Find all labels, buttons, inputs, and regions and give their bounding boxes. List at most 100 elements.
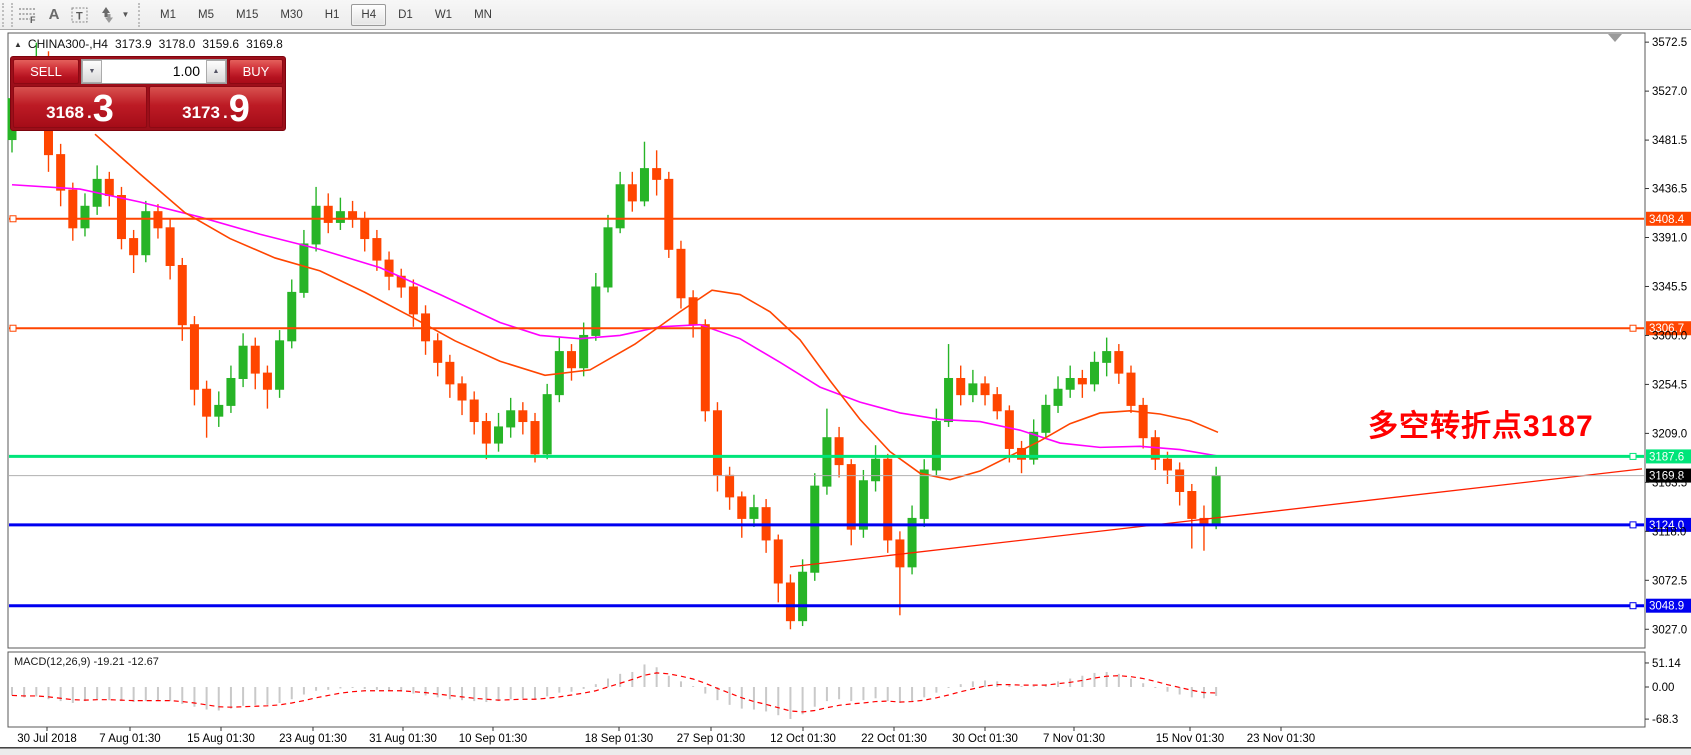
price-tick-label: 3572.5	[1652, 37, 1687, 49]
buy-price-button[interactable]: 3173. 9	[149, 86, 283, 128]
symbol-period-label: CHINA300-,H4	[27, 37, 108, 51]
timeframe-button-h4[interactable]: H4	[351, 3, 387, 26]
timeframe-button-mn[interactable]: MN	[464, 4, 502, 26]
macd-tick-label: 0.00	[1652, 682, 1674, 694]
buy-price-big-digit: 9	[228, 87, 250, 130]
timeframe-button-m5[interactable]: M5	[188, 4, 224, 26]
ohlc-close: 3169.8	[246, 37, 283, 51]
price-label-box	[1646, 517, 1691, 532]
fibonacci-tool-icon[interactable]: F	[15, 3, 41, 27]
price-label-box	[1646, 211, 1691, 226]
price-tick-label: 3254.5	[1652, 379, 1687, 391]
toolbar-separator	[138, 2, 145, 27]
hline-price-label: 3048.9	[1649, 601, 1684, 613]
collapse-arrow-icon[interactable]: ▲	[14, 40, 22, 49]
volume-value[interactable]: 1.00	[172, 63, 200, 79]
hline-handle-icon[interactable]	[9, 215, 17, 223]
chart-plot-area[interactable]: 3408.4 3306.7 3187.6 3124.0 3048.9 3169.8 3572…	[0, 30, 1691, 748]
time-tick-label: 18 Sep 01:30	[585, 733, 653, 745]
price-tick-label: 3072.5	[1652, 575, 1687, 587]
sell-price-main: 3168	[46, 103, 84, 122]
hline-handle-icon[interactable]	[1629, 324, 1637, 332]
timeframe-button-h1[interactable]: H1	[315, 4, 350, 26]
price-tick-label: 3163.5	[1652, 477, 1687, 489]
chart-shift-marker-icon[interactable]	[1608, 34, 1622, 42]
chevron-down-icon: ▼	[88, 68, 96, 75]
hline-price-label: 3124.0	[1649, 520, 1684, 532]
chevron-up-icon: ▲	[212, 68, 220, 75]
price-tick-label: 3209.0	[1652, 428, 1687, 440]
status-bar	[0, 748, 1691, 755]
price-tick-label: 3027.0	[1652, 624, 1687, 636]
price-tick-label: 3300.0	[1652, 330, 1687, 342]
buy-button[interactable]: BUY	[229, 59, 283, 84]
sell-button[interactable]: SELL	[13, 59, 79, 84]
timeframe-button-w1[interactable]: W1	[425, 4, 462, 26]
hline-handle-icon[interactable]	[1629, 602, 1637, 610]
moving-average-orange	[94, 133, 1219, 481]
toolbar: F A T ▼ M1 M5 M15 M30 H1 H4 D1 W1 MN	[0, 0, 1691, 30]
time-tick-label: 7 Nov 01:30	[1043, 733, 1105, 745]
volume-increase-button[interactable]: ▲	[206, 60, 226, 83]
time-tick-label: 31 Aug 01:30	[369, 733, 437, 745]
text-tool-icon[interactable]: T	[67, 3, 93, 27]
price-tick-label: 3391.0	[1652, 232, 1687, 244]
macd-indicator-label: MACD(12,26,9) -19.21 -12.67	[14, 656, 159, 668]
ohlc-low: 3159.6	[202, 37, 240, 51]
price-tick-label: 3481.5	[1652, 135, 1687, 147]
price-tick-label: 3345.5	[1652, 281, 1687, 293]
time-tick-label: 30 Jul 2018	[17, 733, 76, 745]
bid-price-label: 3169.8	[1649, 471, 1684, 483]
timeframe-button-m1[interactable]: M1	[150, 4, 186, 26]
price-tick-label: 3527.0	[1652, 86, 1687, 98]
hline-handle-icon[interactable]	[9, 324, 17, 332]
volume-spinner: ▼ 1.00 ▲	[81, 59, 227, 84]
volume-dropdown-button[interactable]: ▼	[82, 60, 102, 83]
time-tick-label: 23 Nov 01:30	[1247, 733, 1315, 745]
chart-window[interactable]: 3408.4 3306.7 3187.6 3124.0 3048.9 3169.8 3572…	[0, 30, 1691, 748]
toolbar-grip[interactable]	[2, 2, 13, 27]
svg-text:F: F	[30, 15, 36, 24]
hline-price-label: 3187.6	[1649, 451, 1684, 463]
time-tick-label: 10 Sep 01:30	[459, 733, 527, 745]
text-label-tool-icon[interactable]: A	[41, 3, 67, 27]
hline-price-label: 3408.4	[1649, 214, 1685, 226]
price-tick-label: 3436.5	[1652, 184, 1687, 196]
chart-title: ▲ CHINA300-,H4 3173.9 3178.0 3159.6 3169.8	[14, 37, 283, 51]
price-label-box	[1646, 449, 1691, 464]
macd-signal-line	[11, 672, 1217, 713]
timeframe-button-d1[interactable]: D1	[388, 4, 423, 26]
macd-histogram	[11, 664, 1218, 719]
time-tick-label: 15 Nov 01:30	[1156, 733, 1224, 745]
hline-price-label: 3306.7	[1649, 323, 1684, 335]
bid-price-label-box	[1646, 468, 1691, 483]
price-label-box	[1646, 321, 1691, 336]
ohlc-open: 3173.9	[114, 37, 152, 51]
arrows-tool-icon[interactable]	[93, 3, 119, 27]
sell-price-button[interactable]: 3168. 3	[13, 86, 147, 128]
macd-tick-label: 51.14	[1652, 658, 1681, 670]
time-tick-label: 12 Oct 01:30	[770, 733, 836, 745]
time-tick-label: 30 Oct 01:30	[952, 733, 1018, 745]
sell-price-big-digit: 3	[92, 87, 114, 130]
hline-handle-icon[interactable]	[1629, 521, 1637, 529]
chart-annotation-text[interactable]: 多空转折点3187	[1368, 410, 1594, 443]
price-tick-label: 3118.0	[1652, 526, 1686, 538]
time-tick-label: 22 Oct 01:30	[861, 733, 927, 745]
macd-tick-label: -68.3	[1652, 714, 1678, 726]
time-tick-label: 15 Aug 01:30	[187, 733, 255, 745]
ohlc-high: 3178.0	[158, 37, 196, 51]
one-click-trading-panel: SELL ▼ 1.00 ▲ BUY 3168. 3 3173. 9	[10, 56, 286, 131]
price-label-box	[1646, 598, 1691, 613]
timeframe-button-m15[interactable]: M15	[226, 4, 268, 26]
buy-price-main: 3173	[182, 103, 220, 122]
trendline-object[interactable]	[789, 468, 1643, 568]
time-tick-label: 7 Aug 01:30	[99, 733, 160, 745]
hline-handle-icon[interactable]	[1629, 452, 1637, 460]
arrows-dropdown-caret-icon[interactable]: ▼	[119, 3, 132, 27]
time-tick-label: 27 Sep 01:30	[677, 733, 745, 745]
timeframe-button-m30[interactable]: M30	[270, 4, 312, 26]
svg-text:T: T	[76, 10, 83, 22]
time-tick-label: 23 Aug 01:30	[279, 733, 347, 745]
moving-average-magenta	[11, 183, 1219, 457]
